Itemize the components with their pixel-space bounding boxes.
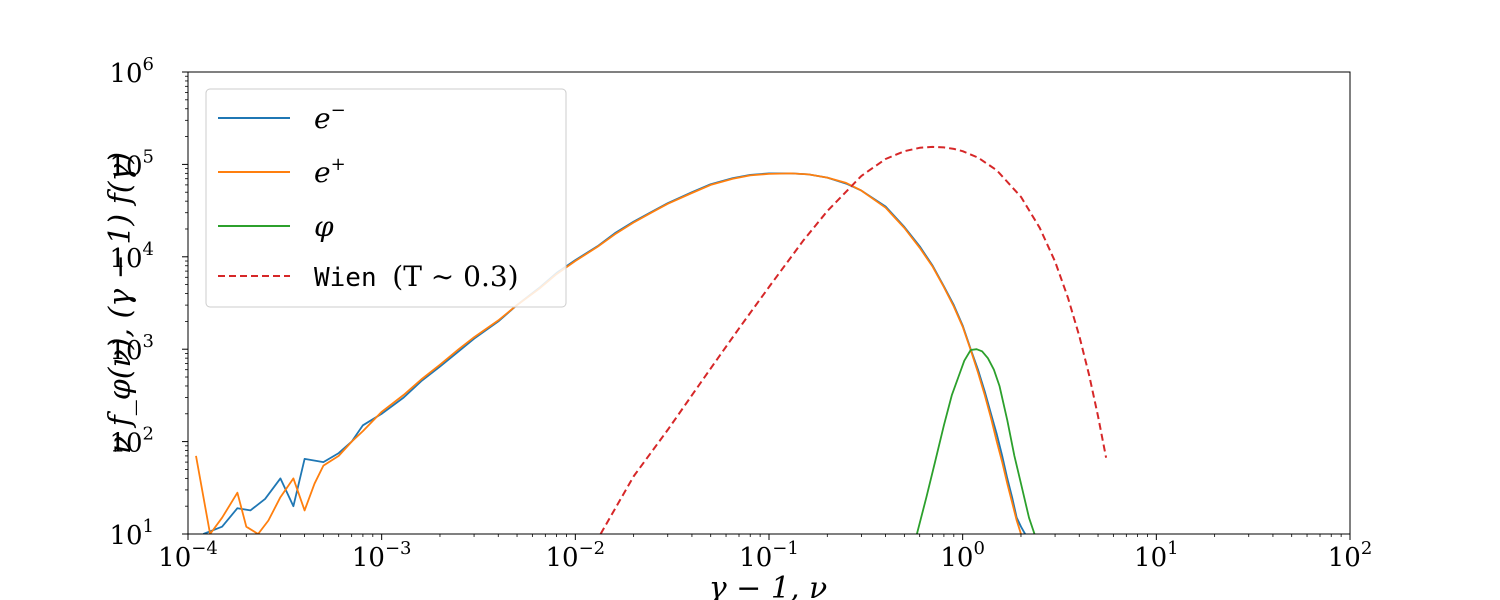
y-tick-label: 103 [109,331,154,366]
series-wien-line [599,145,1108,534]
y-tick-label: 104 [109,239,154,274]
legend-item-phi: φ [218,210,334,243]
x-tick-label: 10−3 [352,538,412,573]
legend-item-wien: Wien (T ∼ 0.3) [218,260,519,293]
y-tick-label: 102 [109,424,154,459]
series-e-plus-line [195,172,1022,534]
legend: e− e+ φ Wien (T ∼ 0.3) [205,88,567,308]
x-tick-label: 100 [940,538,985,573]
legend-label: Wien (T ∼ 0.3) [314,260,519,293]
x-axis: 10−4 10−3 10−2 10−1 100 101 102 [158,534,1372,573]
legend-item-e-minus: e− [218,100,346,135]
legend-box [205,88,567,308]
series-phi-line [916,348,1036,534]
y-axis-label: ν f_φ(ν), (γ − 1) f(γ) [103,152,138,454]
x-tick-label: 101 [1134,538,1179,573]
legend-label: φ [314,210,334,243]
y-tick-label: 106 [109,54,154,89]
legend-item-e-plus: e+ [218,154,346,189]
series-layer [195,145,1108,534]
legend-label: e− [314,100,346,135]
y-axis: 101 102 103 104 105 106 [109,54,188,551]
x-tick-label: 10−2 [546,538,606,573]
y-tick-label: 101 [109,516,154,551]
y-tick-label: 105 [109,146,154,181]
legend-label: e+ [314,154,346,189]
x-tick-label: 102 [1328,538,1373,573]
x-tick-label: 10−1 [739,538,799,573]
x-tick-label: 10−4 [158,538,218,573]
x-axis-label: γ − 1, ν [709,571,828,600]
